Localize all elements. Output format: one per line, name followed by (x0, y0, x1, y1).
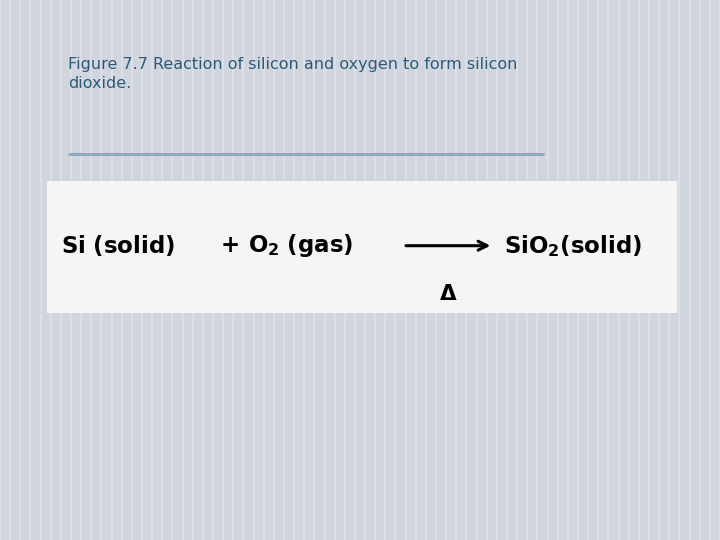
Text: $\mathbf{Si\ (solid)}$: $\mathbf{Si\ (solid)}$ (61, 233, 175, 258)
Text: $\mathbf{+}$: $\mathbf{+}$ (220, 235, 238, 256)
Text: $\mathbf{SiO_2(solid)}$: $\mathbf{SiO_2(solid)}$ (504, 233, 642, 259)
Text: $\mathbf{\Delta}$: $\mathbf{\Delta}$ (438, 284, 457, 305)
FancyBboxPatch shape (47, 181, 677, 313)
Text: Figure 7.7 Reaction of silicon and oxygen to form silicon
dioxide.: Figure 7.7 Reaction of silicon and oxyge… (68, 57, 518, 91)
Text: $\mathbf{O_2\ (gas)}$: $\mathbf{O_2\ (gas)}$ (248, 232, 354, 259)
